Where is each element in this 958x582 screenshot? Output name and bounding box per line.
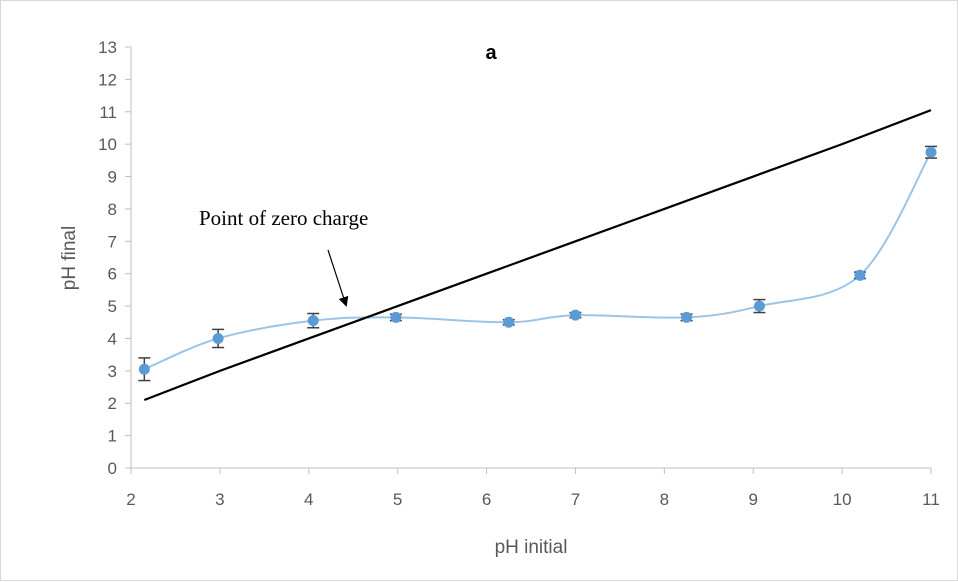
y-tick-label: 4 — [108, 329, 117, 348]
data-point — [854, 269, 866, 281]
x-tick-label: 9 — [748, 490, 757, 509]
y-tick-label: 12 — [98, 70, 117, 89]
x-axis-title: pH initial — [495, 537, 568, 558]
y-tick-label: 9 — [108, 168, 117, 187]
x-tick-label: 7 — [571, 490, 580, 509]
y-axis-title: pH final — [59, 226, 80, 290]
data-point — [569, 309, 581, 321]
x-tick-label: 11 — [922, 490, 940, 509]
x-tick-label: 3 — [215, 490, 224, 509]
y-tick-label: 13 — [98, 38, 117, 57]
y-tick-label: 10 — [98, 135, 117, 154]
y-tick-label: 6 — [108, 265, 117, 284]
chart-title: a — [485, 42, 497, 64]
data-point — [138, 363, 150, 375]
y-tick-label: 2 — [108, 394, 117, 413]
y-tick-label: 3 — [108, 362, 117, 381]
data-point — [753, 300, 765, 312]
annotation-arrow — [327, 249, 349, 307]
series-1-reference-line — [143, 109, 932, 402]
y-tick-label: 5 — [108, 297, 117, 316]
x-tick-label: 10 — [833, 490, 852, 509]
y-tick-label: 8 — [108, 200, 117, 219]
annotation-point-of-zero-charge: Point of zero charge — [199, 206, 368, 230]
y-tick-label: 0 — [108, 459, 117, 478]
data-point — [390, 311, 402, 323]
data-point — [503, 316, 515, 328]
y-tick-label: 7 — [108, 232, 117, 251]
data-point — [925, 146, 937, 158]
x-tick-label: 8 — [660, 490, 669, 509]
x-tick-label: 2 — [126, 490, 135, 509]
y-tick-label: 11 — [99, 103, 117, 122]
x-tick-label: 6 — [482, 490, 491, 509]
data-point — [307, 315, 319, 327]
x-tick-label: 4 — [304, 490, 313, 509]
data-point — [681, 311, 693, 323]
x-tick-label: 5 — [393, 490, 402, 509]
y-tick-label: 1 — [108, 427, 117, 446]
series-0-smooth-line — [143, 151, 932, 371]
data-point — [212, 332, 224, 344]
